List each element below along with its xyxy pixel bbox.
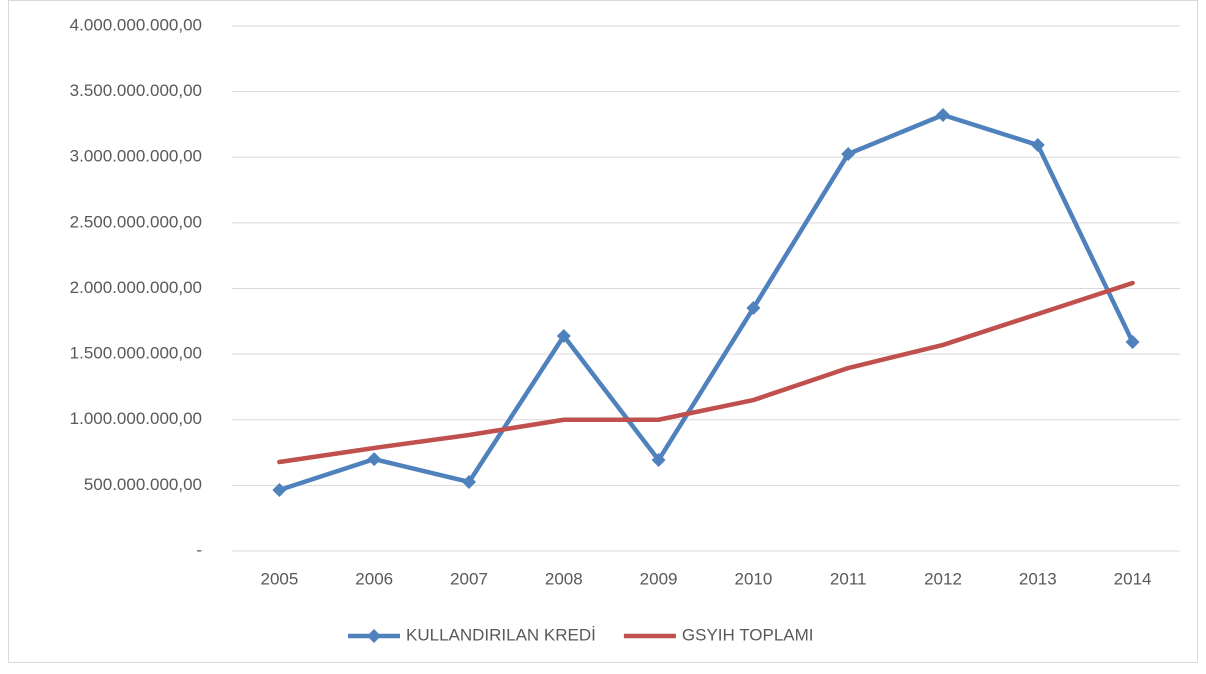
- point-marker: [272, 482, 287, 497]
- x-tick-label: 2009: [640, 569, 678, 588]
- x-tick-label: 2008: [545, 569, 583, 588]
- x-tick-label: 2005: [260, 569, 298, 588]
- x-tick-label: 2007: [450, 569, 488, 588]
- y-tick-label: 1.500.000.000,00: [70, 344, 202, 363]
- y-tick-label: 2.000.000.000,00: [70, 278, 202, 297]
- legend-marker: [367, 629, 381, 643]
- point-marker: [1030, 138, 1045, 153]
- x-tick-label: 2013: [1019, 569, 1057, 588]
- y-tick-label: 3.000.000.000,00: [70, 147, 202, 166]
- series-line: [277, 280, 1135, 465]
- y-tick-label: 4.000.000.000,00: [70, 15, 202, 34]
- point-marker: [651, 453, 666, 468]
- x-tick-label: 2014: [1114, 569, 1152, 588]
- point-marker: [1125, 335, 1140, 350]
- legend-label: KULLANDIRILAN KREDİ: [406, 625, 596, 644]
- point-marker: [367, 452, 382, 467]
- x-tick-label: 2010: [734, 569, 772, 588]
- y-tick-label: 2.500.000.000,00: [70, 212, 202, 231]
- x-tick-label: 2006: [355, 569, 393, 588]
- y-tick-label: 3.500.000.000,00: [70, 81, 202, 100]
- y-tick-label: -: [196, 540, 202, 559]
- y-tick-label: 1.000.000.000,00: [70, 409, 202, 428]
- point-marker: [936, 107, 950, 122]
- x-tick-label: 2011: [830, 569, 867, 588]
- point-marker: [556, 329, 571, 344]
- x-tick-label: 2012: [924, 569, 962, 588]
- y-tick-label: 500.000.000,00: [84, 475, 202, 494]
- legend-label: GSYIH TOPLAMI: [682, 625, 814, 644]
- series-line: [277, 112, 1135, 493]
- point-marker: [841, 146, 856, 161]
- point-marker: [462, 474, 476, 489]
- point-marker: [746, 301, 761, 316]
- chart-border: [8, 0, 1198, 663]
